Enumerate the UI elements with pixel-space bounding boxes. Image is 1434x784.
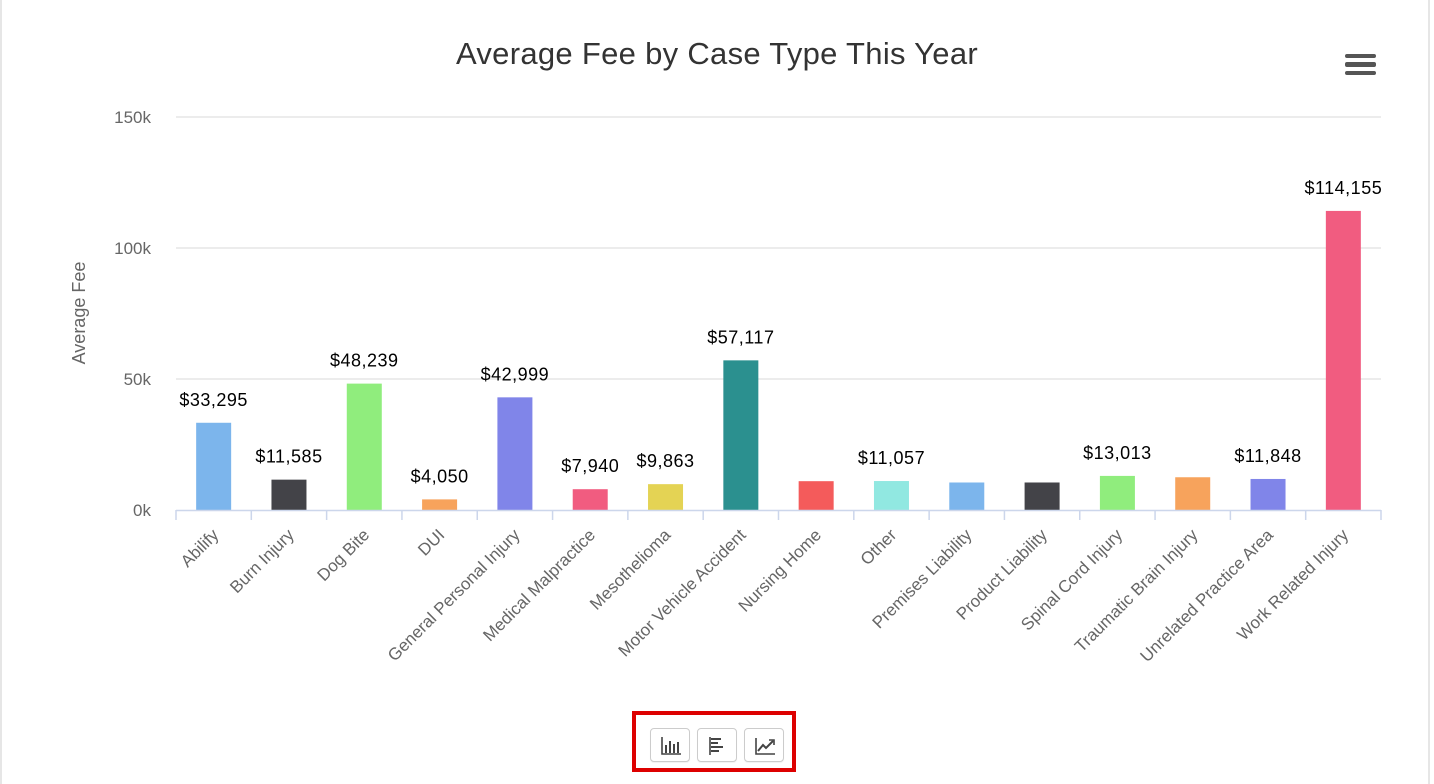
bar [346,383,382,510]
data-label: $11,848 [1234,446,1301,466]
chart-menu-button[interactable] [1342,48,1380,80]
bar [1099,475,1135,510]
x-tick-label: Abilify [177,525,223,571]
y-tick-label: 150k [114,108,151,127]
data-label: $9,863 [637,451,695,471]
data-label: $7,940 [561,456,619,476]
line-chart-button[interactable] [744,728,784,762]
x-axis [175,509,1382,520]
data-labels: $33,295 $11,585 $48,239 $4,050 $42,999 $7,940… [179,178,1382,486]
x-tick-label: Traumatic Brain Injury [1071,525,1202,656]
chart-type-toolbar [632,711,796,772]
y-axis-title: Average Fee [69,262,89,365]
chart-plot: 0k 50k 100k 150k Average Fee Abilify Burn In… [69,108,1382,666]
bar [798,481,834,510]
chart-title: Average Fee by Case Type This Year [455,36,979,71]
y-tick-label: 0k [133,501,151,520]
x-tick-label: DUI [414,525,448,559]
data-label: $42,999 [481,364,550,384]
data-label: $11,057 [858,448,925,468]
bar [949,482,985,510]
bar [271,479,307,510]
column-chart-button[interactable] [650,728,690,762]
bars [196,210,1361,511]
bar [1024,482,1060,510]
y-tick-label: 50k [124,370,152,389]
bar [422,499,458,510]
bar [497,397,533,510]
bar-chart-button[interactable] [697,728,737,762]
line-chart-icon [755,738,775,755]
bar [1175,477,1211,510]
bar [196,422,232,510]
hamburger-menu-icon [1345,53,1376,59]
bar [723,360,759,510]
data-label: $57,117 [707,327,774,347]
bar [1325,210,1361,511]
data-label: $114,155 [1304,178,1382,198]
bar [648,484,684,510]
bar-chart-icon [709,737,723,755]
data-label: $48,239 [330,351,399,371]
bar [873,481,909,510]
column-chart-icon [661,737,681,755]
y-axis-ticks: 0k 50k 100k 150k [114,108,151,520]
x-tick-label: Burn Injury [226,525,298,597]
x-tick-label: Unrelated Practice Area [1136,525,1277,666]
data-label: $11,585 [255,447,322,467]
x-tick-label: General Personal Injury [384,525,524,665]
x-tick-label: Dog Bite [314,525,374,585]
x-tick-label: Motor Vehicle Accident [615,525,750,660]
data-label: $4,050 [411,466,469,486]
bar [572,489,608,510]
grid-lines [176,116,1381,380]
bar [1250,478,1286,510]
data-label: $33,295 [179,390,248,410]
data-label: $13,013 [1083,443,1152,463]
y-tick-label: 100k [114,239,151,258]
x-tick-label: Other [857,525,901,569]
